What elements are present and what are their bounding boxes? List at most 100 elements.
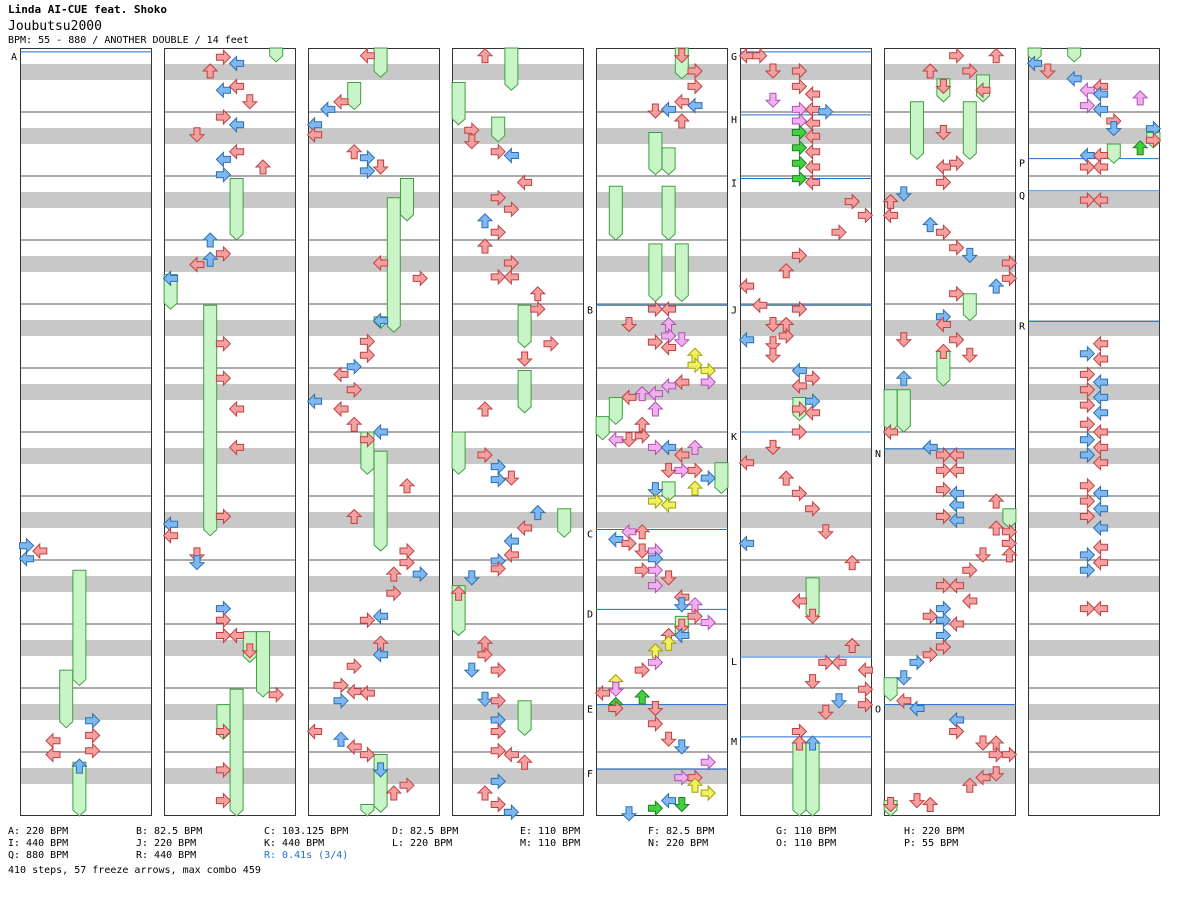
step-arrow-icon bbox=[647, 401, 664, 417]
step-arrow-icon bbox=[844, 193, 860, 210]
step-arrow-icon bbox=[215, 335, 232, 352]
step-arrow-icon bbox=[1131, 140, 1149, 156]
step-arrow-icon bbox=[791, 139, 808, 157]
step-arrow-icon bbox=[962, 592, 978, 610]
step-arrow-icon bbox=[804, 608, 821, 625]
step-arrow-icon bbox=[1026, 55, 1043, 72]
step-arrow-icon bbox=[764, 92, 782, 108]
step-arrow-icon bbox=[372, 312, 389, 329]
stripe bbox=[308, 576, 440, 592]
stripe bbox=[452, 768, 584, 784]
stripe bbox=[20, 384, 152, 400]
freeze-arrow bbox=[608, 396, 623, 426]
step-arrow-icon bbox=[333, 400, 349, 418]
step-arrow-icon bbox=[804, 143, 821, 160]
step-arrow-icon bbox=[490, 796, 506, 813]
section-label: L bbox=[731, 657, 737, 668]
step-arrow-icon bbox=[935, 577, 952, 594]
step-arrow-icon bbox=[687, 62, 703, 80]
step-arrow-icon bbox=[674, 627, 690, 644]
step-arrow-icon bbox=[215, 792, 232, 809]
bpm-legend-entry: F: 82.5 BPM bbox=[648, 826, 715, 837]
step-arrow-icon bbox=[687, 97, 703, 114]
step-arrow-icon bbox=[935, 316, 951, 333]
bpm-legend-entry: O: 110 BPM bbox=[776, 838, 837, 849]
step-arrow-icon bbox=[687, 78, 703, 95]
step-arrow-icon bbox=[372, 159, 389, 175]
step-arrow-icon bbox=[791, 62, 808, 80]
stripe bbox=[1028, 128, 1160, 144]
step-arrow-icon bbox=[660, 439, 677, 456]
freeze-arrow bbox=[163, 274, 178, 310]
step-arrow-icon bbox=[621, 389, 637, 406]
stripe bbox=[596, 512, 728, 528]
step-arrow-icon bbox=[1079, 366, 1096, 383]
freeze-arrow bbox=[504, 47, 519, 91]
bpm-legend-entry: C: 103.125 BPM bbox=[264, 826, 349, 837]
stripe bbox=[20, 256, 152, 272]
bpm-legend-entry: N: 220 BPM bbox=[648, 838, 709, 849]
freeze-arrow bbox=[1027, 47, 1042, 63]
step-arrow-icon bbox=[162, 527, 179, 544]
step-arrow-icon bbox=[804, 404, 821, 422]
step-arrow-icon bbox=[621, 535, 637, 552]
stripe bbox=[308, 640, 440, 656]
stripe bbox=[308, 128, 440, 144]
step-arrow-icon bbox=[817, 704, 835, 721]
step-arrow-icon bbox=[647, 439, 664, 456]
step-arrow-icon bbox=[647, 800, 664, 817]
step-arrow-icon bbox=[687, 608, 703, 625]
step-arrow-icon bbox=[700, 469, 716, 487]
stripe bbox=[452, 128, 584, 144]
step-arrow-icon bbox=[673, 618, 691, 635]
stripe bbox=[1028, 704, 1160, 720]
step-arrow-icon bbox=[201, 232, 219, 248]
step-arrow-icon bbox=[895, 670, 913, 686]
step-arrow-icon bbox=[1079, 431, 1096, 448]
step-arrow-icon bbox=[228, 439, 245, 456]
step-arrow-icon bbox=[490, 268, 506, 286]
stripe bbox=[884, 128, 1016, 144]
step-arrow-icon bbox=[345, 508, 363, 524]
freeze-arrow bbox=[256, 631, 270, 698]
step-arrow-icon bbox=[935, 638, 952, 656]
stripe bbox=[1028, 640, 1160, 656]
step-arrow-icon bbox=[268, 686, 284, 703]
stripe bbox=[740, 192, 872, 208]
stripe bbox=[884, 192, 1016, 208]
step-arrow-icon bbox=[228, 55, 245, 72]
freeze-arrow bbox=[608, 185, 623, 241]
bpm-legend-entry: K: 440 BPM bbox=[264, 838, 325, 849]
step-arrow-icon bbox=[922, 439, 938, 456]
step-arrow-icon bbox=[633, 689, 651, 705]
step-arrow-icon bbox=[333, 93, 349, 111]
step-arrow-icon bbox=[412, 270, 428, 287]
stripe bbox=[164, 64, 296, 80]
step-arrow-icon bbox=[399, 554, 415, 571]
bpm-legend-entry: J: 220 BPM bbox=[136, 838, 197, 849]
step-arrow-icon bbox=[1079, 191, 1096, 209]
stripe bbox=[884, 384, 1016, 400]
step-arrow-icon bbox=[201, 63, 219, 79]
step-arrow-icon bbox=[1092, 600, 1109, 617]
step-arrow-icon bbox=[948, 496, 965, 514]
step-arrow-icon bbox=[988, 746, 1004, 763]
stripe bbox=[308, 384, 440, 400]
chart-column-3 bbox=[308, 48, 440, 816]
step-arrow-icon bbox=[71, 758, 88, 774]
step-arrow-icon bbox=[1079, 546, 1096, 564]
step-arrow-icon bbox=[830, 693, 848, 709]
freeze-arrow bbox=[373, 450, 388, 552]
step-arrow-icon bbox=[1079, 97, 1096, 114]
step-arrow-icon bbox=[949, 239, 965, 256]
step-arrow-icon bbox=[647, 482, 664, 498]
step-arrow-icon bbox=[831, 654, 847, 671]
freeze-arrow bbox=[1002, 508, 1017, 529]
step-arrow-icon bbox=[674, 769, 690, 786]
freeze-arrow bbox=[792, 742, 807, 817]
step-arrow-icon bbox=[962, 62, 978, 80]
column-border bbox=[1028, 48, 1160, 816]
freeze-arrow bbox=[962, 101, 977, 161]
step-arrow-icon bbox=[241, 94, 259, 110]
bpm-legend-entry: R: 440 BPM bbox=[136, 850, 197, 861]
